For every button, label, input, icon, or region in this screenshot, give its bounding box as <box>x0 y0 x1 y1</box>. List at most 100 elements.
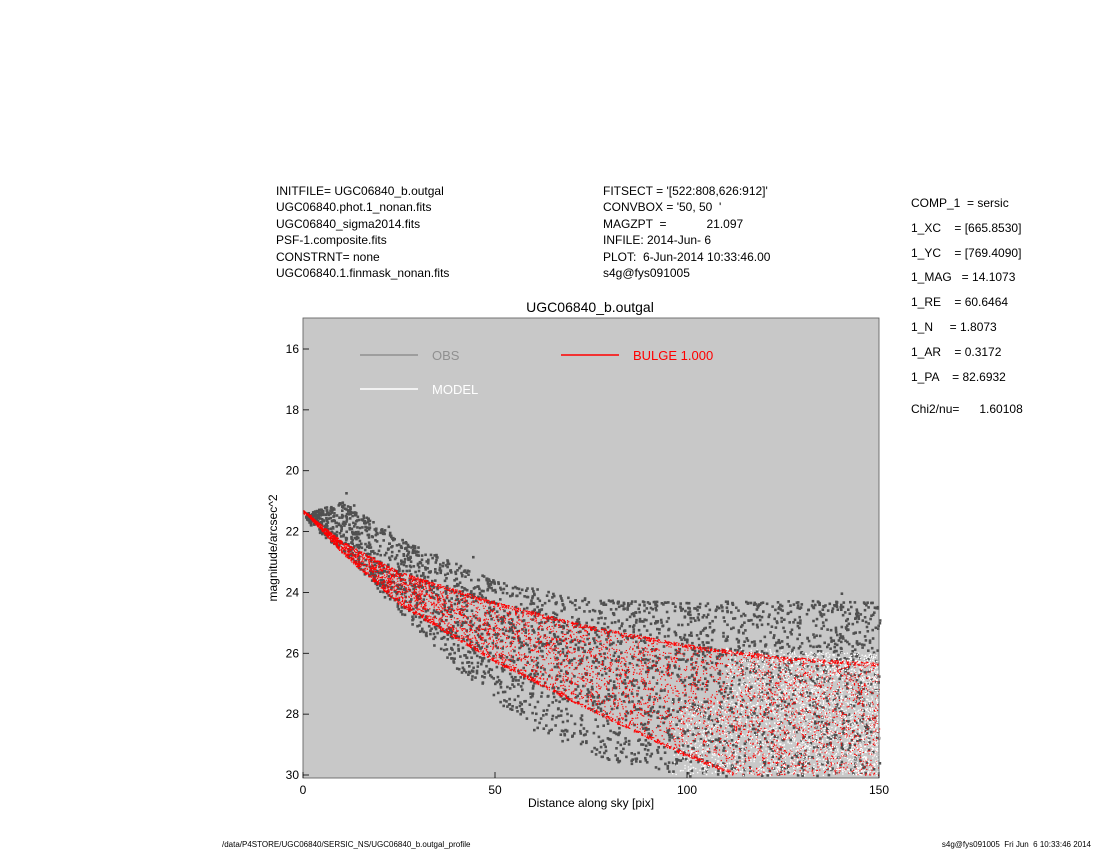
bulge-point <box>531 619 533 621</box>
obs-point <box>773 644 777 647</box>
obs-point <box>758 614 761 618</box>
obs-point <box>547 704 551 707</box>
obs-point <box>327 527 330 531</box>
obs-point <box>447 562 451 566</box>
bulge-point <box>733 716 735 718</box>
obs-point <box>813 682 817 685</box>
obs-point <box>598 702 602 706</box>
obs-point <box>679 706 683 709</box>
obs-point <box>654 622 657 625</box>
obs-point <box>696 687 700 691</box>
obs-point <box>482 589 485 593</box>
obs-point <box>508 687 512 690</box>
obs-point <box>844 639 847 643</box>
obs-point <box>816 677 819 681</box>
bulge-point <box>720 688 722 690</box>
obs-point <box>308 521 311 524</box>
obs-point <box>631 657 635 660</box>
bulge-point <box>796 674 798 676</box>
bulge-point <box>480 600 482 602</box>
bulge-point <box>399 593 401 595</box>
obs-point <box>443 608 447 612</box>
bulge-point <box>803 729 805 731</box>
bulge-point <box>829 698 831 700</box>
obs-point <box>645 670 648 674</box>
bulge-point <box>386 565 388 567</box>
obs-point <box>845 624 849 627</box>
bulge-point <box>403 604 405 606</box>
obs-point <box>707 750 711 754</box>
obs-point <box>593 609 597 613</box>
obs-point <box>612 684 616 687</box>
obs-point <box>709 673 713 677</box>
obs-point <box>644 744 648 748</box>
obs-point <box>600 602 603 605</box>
obs-point <box>667 729 671 732</box>
obs-point <box>318 508 321 512</box>
obs-point <box>583 598 587 602</box>
obs-point <box>404 589 408 593</box>
obs-point <box>649 606 653 610</box>
bulge-point <box>484 600 486 602</box>
bulge-point <box>685 669 687 672</box>
bulge-point <box>512 642 514 644</box>
bulge-point <box>659 667 661 669</box>
obs-point <box>762 730 766 734</box>
obs-point <box>503 699 506 702</box>
obs-point <box>587 632 590 636</box>
bulge-point <box>577 703 579 705</box>
obs-point <box>512 660 516 663</box>
bulge-point <box>417 604 419 606</box>
obs-point <box>857 674 861 677</box>
bulge-point <box>682 733 684 736</box>
obs-point <box>786 636 789 639</box>
obs-point <box>345 512 349 516</box>
obs-point <box>596 725 600 728</box>
obs-point <box>561 651 565 654</box>
obs-point <box>633 614 636 618</box>
obs-point <box>876 649 879 652</box>
bulge-point <box>623 639 625 641</box>
bulge-point <box>683 723 686 725</box>
bulge-point <box>751 654 753 656</box>
bulge-point <box>384 589 386 591</box>
obs-point <box>553 648 556 652</box>
obs-point <box>403 557 407 561</box>
obs-point <box>502 663 506 666</box>
obs-point <box>503 609 506 613</box>
obs-point <box>429 570 432 573</box>
bulge-point <box>707 706 710 708</box>
obs-point <box>523 700 526 703</box>
obs-point <box>800 642 804 645</box>
obs-point <box>820 615 824 618</box>
obs-point <box>492 579 495 582</box>
obs-point <box>551 596 554 599</box>
obs-point <box>700 687 704 691</box>
bulge-point <box>754 757 756 759</box>
obs-point <box>752 669 755 672</box>
obs-point <box>397 569 400 573</box>
bulge-point <box>683 684 685 687</box>
obs-point <box>506 685 509 689</box>
obs-point <box>722 635 725 638</box>
bulge-point <box>387 593 389 595</box>
bulge-point <box>742 767 745 769</box>
obs-point <box>520 710 524 713</box>
bulge-point <box>661 717 663 719</box>
obs-point <box>836 689 840 692</box>
obs-point <box>560 609 563 613</box>
obs-point <box>645 618 648 622</box>
bulge-point <box>681 682 683 685</box>
bulge-point <box>783 658 785 660</box>
obs-point <box>726 602 730 606</box>
obs-point <box>599 709 603 713</box>
obs-point <box>827 722 831 726</box>
obs-point <box>726 672 730 675</box>
obs-point <box>626 637 629 640</box>
obs-point <box>531 587 534 590</box>
bulge-point <box>432 592 434 594</box>
obs-point <box>319 531 323 534</box>
obs-point <box>796 606 799 610</box>
obs-point <box>869 617 872 621</box>
obs-point <box>759 639 762 643</box>
